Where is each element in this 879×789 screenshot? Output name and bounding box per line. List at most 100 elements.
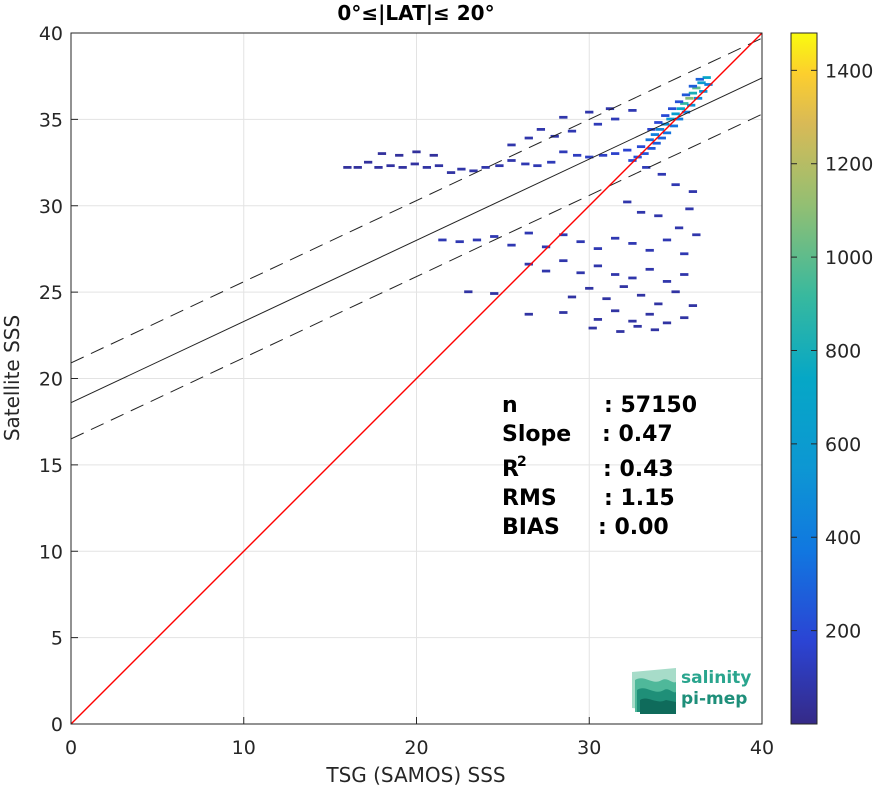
x-tick-label: 30 bbox=[577, 737, 601, 759]
density-cell bbox=[674, 226, 684, 230]
density-cell bbox=[662, 321, 672, 325]
density-cell bbox=[524, 312, 533, 316]
density-cell bbox=[457, 167, 466, 171]
density-cell bbox=[353, 166, 362, 169]
density-cell bbox=[687, 103, 696, 107]
density-cell bbox=[688, 190, 698, 193]
density-cell bbox=[623, 200, 632, 204]
density-cell bbox=[623, 148, 632, 152]
density-cell bbox=[650, 133, 660, 136]
density-cell bbox=[422, 166, 432, 169]
density-cell bbox=[434, 164, 444, 168]
wave-icon bbox=[632, 668, 676, 714]
density-cell bbox=[386, 164, 395, 168]
density-cells bbox=[343, 76, 713, 333]
density-cell bbox=[688, 91, 698, 95]
identity-line bbox=[71, 33, 762, 724]
density-cell bbox=[490, 292, 499, 295]
density-cell bbox=[593, 122, 603, 126]
x-tick-label: 20 bbox=[404, 737, 428, 759]
density-cell bbox=[671, 290, 680, 294]
density-cell bbox=[412, 150, 421, 154]
density-cell bbox=[616, 330, 625, 333]
density-cell bbox=[410, 162, 419, 166]
y-tick-label: 5 bbox=[51, 628, 63, 650]
density-cell bbox=[573, 153, 582, 157]
density-cell bbox=[704, 83, 713, 86]
upper-bound-line bbox=[71, 37, 762, 364]
y-tick-label: 40 bbox=[39, 23, 63, 45]
y-tick-label: 30 bbox=[39, 196, 63, 218]
density-cell bbox=[628, 242, 637, 245]
density-cell bbox=[559, 311, 568, 314]
stat-value: : 0.43 bbox=[603, 457, 674, 482]
density-cell bbox=[507, 143, 516, 147]
density-cell bbox=[654, 302, 663, 306]
density-cell bbox=[524, 231, 533, 235]
density-cell bbox=[550, 134, 559, 138]
density-cell bbox=[668, 107, 677, 111]
density-cell bbox=[674, 117, 684, 121]
x-tick-label: 0 bbox=[65, 737, 77, 759]
logo-text-pi-mep: pi-mep bbox=[681, 689, 747, 709]
density-cell bbox=[654, 214, 663, 218]
density-cell bbox=[662, 280, 672, 283]
density-cell bbox=[628, 109, 637, 112]
density-cell bbox=[395, 153, 404, 157]
density-cell bbox=[657, 172, 666, 176]
density-cell bbox=[481, 166, 490, 169]
density-cell bbox=[681, 93, 691, 97]
density-cell bbox=[697, 81, 706, 85]
density-cell bbox=[611, 236, 620, 240]
density-cell bbox=[685, 96, 694, 100]
density-cell bbox=[507, 243, 516, 247]
density-cell bbox=[559, 259, 568, 263]
density-cell bbox=[702, 76, 711, 79]
density-cell bbox=[692, 233, 701, 237]
density-cell bbox=[655, 128, 665, 131]
density-cell bbox=[688, 84, 698, 88]
colorbar-tick-label: 1200 bbox=[825, 154, 873, 176]
density-cell bbox=[671, 112, 680, 116]
density-cell bbox=[524, 136, 533, 140]
y-tick-label: 20 bbox=[39, 369, 63, 391]
density-cell bbox=[611, 309, 620, 313]
density-cell bbox=[645, 267, 654, 271]
density-cell bbox=[547, 160, 556, 164]
density-cell bbox=[464, 290, 473, 294]
density-cell bbox=[455, 240, 464, 244]
density-cell bbox=[593, 318, 603, 321]
density-cell bbox=[593, 264, 603, 268]
density-cell bbox=[676, 107, 685, 111]
stat-label: R bbox=[502, 457, 519, 482]
colorbar-ticks: 200 400 600 800 1000 1200 1400 bbox=[791, 60, 873, 643]
density-cell bbox=[429, 153, 438, 157]
density-cell bbox=[645, 138, 654, 142]
density-cell bbox=[363, 160, 373, 164]
y-tick-label: 35 bbox=[39, 109, 63, 131]
colorbar-tick-label: 600 bbox=[825, 434, 861, 456]
density-cell bbox=[680, 273, 689, 276]
density-cell bbox=[666, 117, 675, 121]
density-cell bbox=[669, 124, 679, 128]
stat-label-superscript: 2 bbox=[517, 454, 527, 470]
density-cell bbox=[692, 86, 701, 90]
density-cell bbox=[533, 164, 542, 168]
density-cell bbox=[657, 136, 666, 140]
density-cell bbox=[536, 128, 546, 131]
density-cell bbox=[495, 164, 504, 168]
salinity-pi-mep-logo: salinity pi-mep bbox=[632, 668, 751, 714]
density-cell bbox=[469, 169, 478, 173]
y-tick-label: 25 bbox=[39, 282, 63, 304]
y-tick-label: 15 bbox=[39, 455, 63, 477]
density-cell bbox=[662, 131, 672, 135]
density-cell bbox=[633, 324, 642, 328]
density-cell bbox=[438, 238, 447, 242]
density-cell bbox=[377, 152, 387, 155]
density-cell bbox=[619, 285, 628, 288]
density-cell bbox=[559, 115, 568, 119]
density-cell bbox=[507, 159, 516, 162]
x-axis-label: TSG (SAMOS) SSS bbox=[325, 763, 505, 787]
density-cell bbox=[636, 145, 646, 149]
